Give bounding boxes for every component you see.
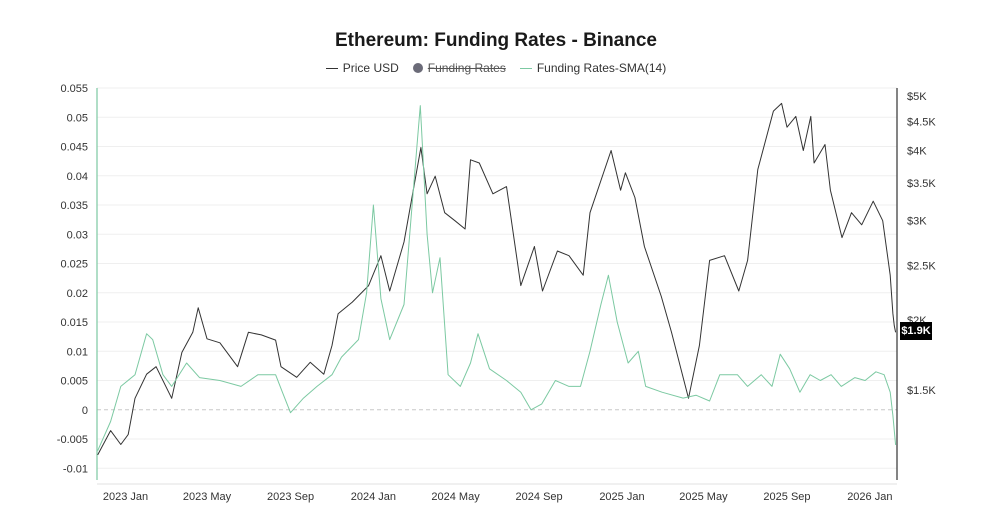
y-left-tick-label: 0.025 <box>60 259 88 271</box>
y-left-tick-label: 0.055 <box>60 83 88 95</box>
y-left-tick-label: -0.01 <box>63 463 88 475</box>
y-left-tick-label: 0 <box>82 405 88 417</box>
y-left-tick-label: 0.05 <box>67 112 88 124</box>
legend-label-funding-rates: Funding Rates <box>427 61 506 75</box>
legend-item-funding-rates[interactable]: Funding Rates <box>412 61 506 75</box>
y-right-tick-label: $2.5K <box>907 260 936 272</box>
x-tick-label: 2023 Sep <box>267 491 314 503</box>
x-tick-label: 2024 Sep <box>516 491 563 503</box>
x-tick-label: 2025 Jan <box>599 491 644 503</box>
y-left-tick-label: 0.03 <box>67 229 88 241</box>
legend-item-funding-sma[interactable]: Funding Rates-SMA(14) <box>519 61 667 75</box>
y-left-tick-label: 0.015 <box>60 317 88 329</box>
y-left-tick-label: 0.045 <box>60 142 88 154</box>
y-left-tick-label: -0.005 <box>57 434 88 446</box>
chart-legend: Price USD Funding Rates Funding Rates-SM… <box>0 61 992 75</box>
y-right-tick-label: $5K <box>907 91 927 103</box>
x-tick-label: 2026 Jan <box>847 491 892 503</box>
legend-label-funding-sma: Funding Rates-SMA(14) <box>536 61 667 75</box>
legend-dot-swatch <box>412 63 423 73</box>
x-tick-label: 2025 Sep <box>763 491 810 503</box>
x-tick-label: 2025 May <box>679 491 728 503</box>
y-right-tick-label: $4K <box>907 145 927 157</box>
y-right-tick-label: $1.5K <box>907 385 936 397</box>
current-price-badge: $1.9K <box>900 322 932 340</box>
y-left-tick-label: 0.005 <box>60 376 88 388</box>
y-left-tick-label: 0.02 <box>67 288 88 300</box>
y-right-tick-label: $3.5K <box>907 178 936 190</box>
y-right-tick-label: $4.5K <box>907 117 936 129</box>
x-tick-label: 2023 Jan <box>103 491 148 503</box>
y-left-tick-label: 0.04 <box>67 171 88 183</box>
y-left-tick-label: 0.035 <box>60 200 88 212</box>
y-left-tick-label: 0.01 <box>67 346 88 358</box>
legend-label-price: Price USD <box>342 61 399 75</box>
legend-line-swatch <box>519 67 532 69</box>
chart-title: Ethereum: Funding Rates - Binance <box>335 30 657 51</box>
x-tick-label: 2023 May <box>183 491 232 503</box>
funding-sma-line <box>97 105 897 451</box>
legend-item-price[interactable]: Price USD <box>325 61 399 75</box>
legend-line-swatch <box>325 67 338 69</box>
x-tick-label: 2024 May <box>431 491 480 503</box>
y-right-tick-label: $3K <box>907 216 927 228</box>
price-usd-line <box>97 102 897 456</box>
x-tick-label: 2024 Jan <box>351 491 396 503</box>
